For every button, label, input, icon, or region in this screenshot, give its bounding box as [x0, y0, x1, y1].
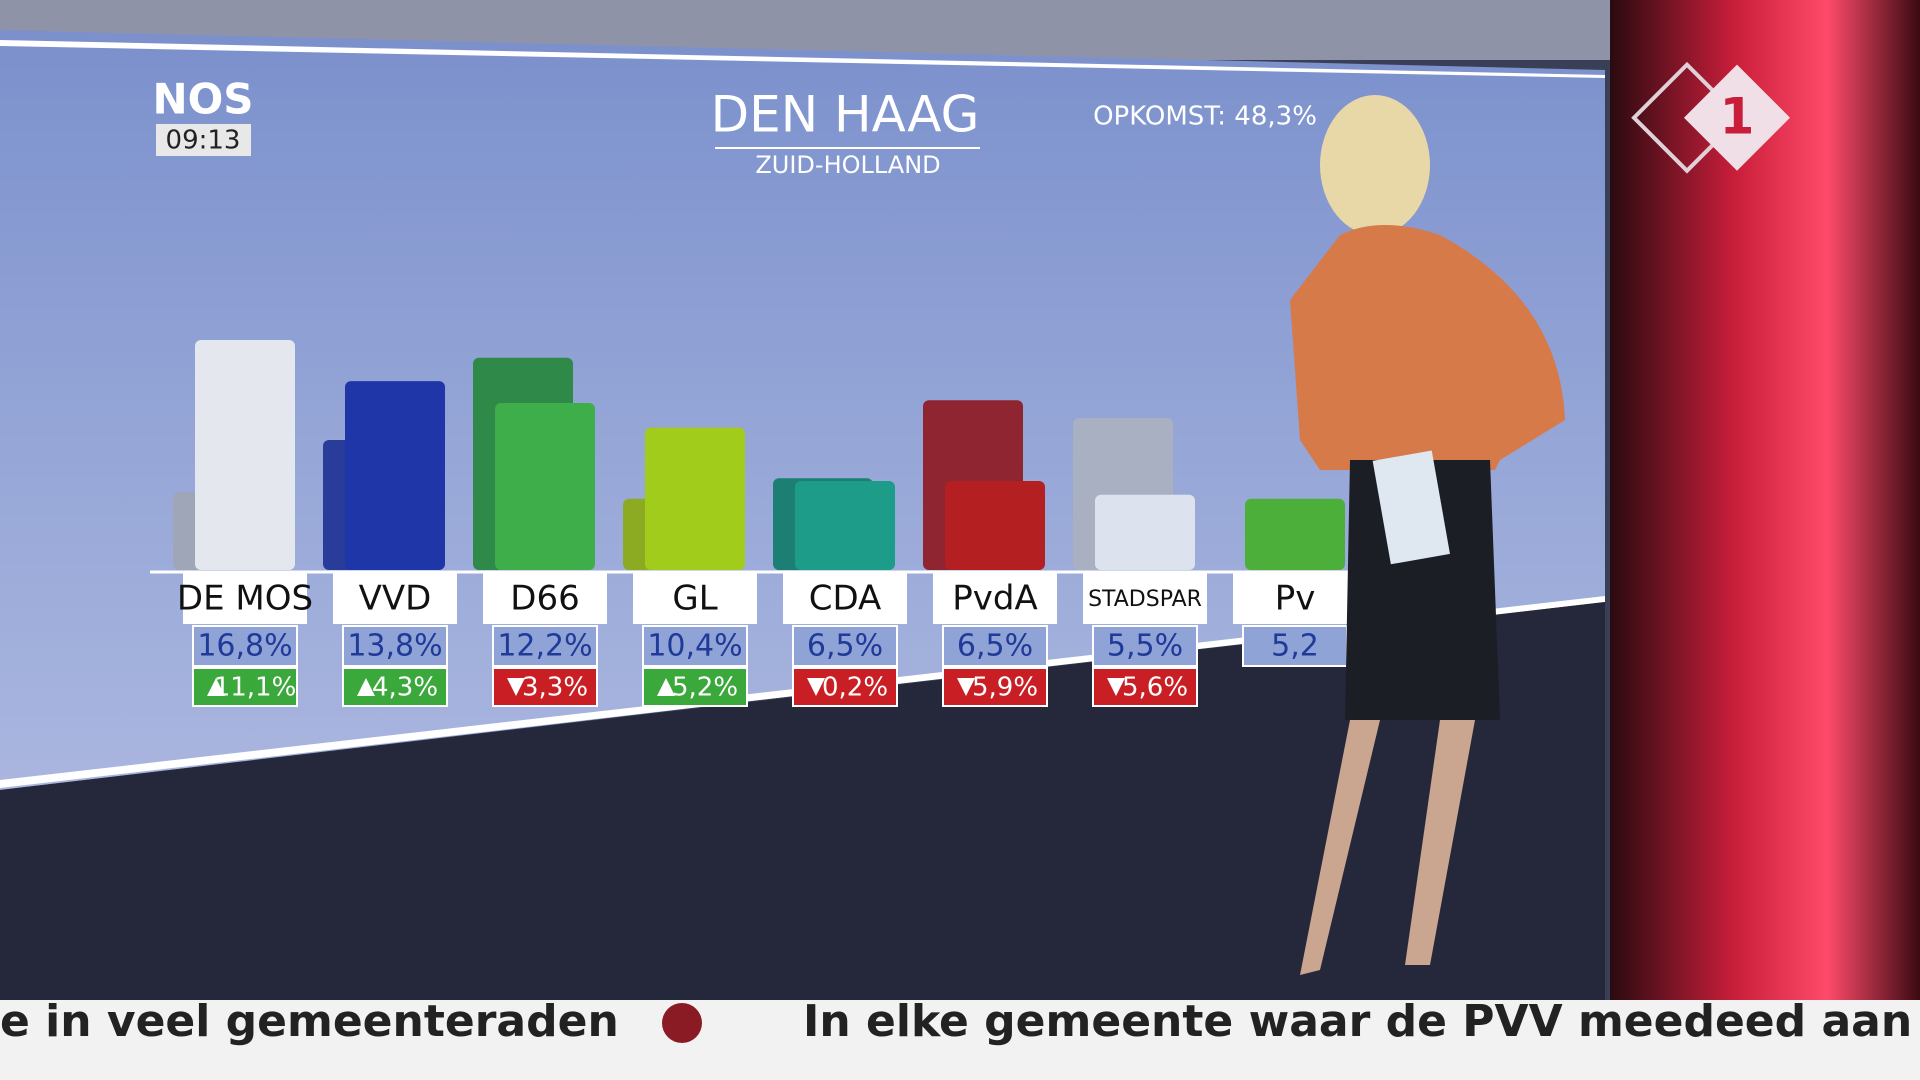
change-label: 0,2% [822, 673, 888, 703]
name-box [183, 572, 307, 624]
chart-title: DEN HAAG [711, 86, 980, 144]
change-box [342, 667, 448, 707]
change-box [1092, 667, 1198, 707]
bar [645, 427, 745, 570]
change-arrow [207, 678, 225, 696]
channel-logo-badge [1683, 64, 1791, 171]
value-label: 13,8% [347, 629, 442, 664]
annotation: OPKOMST: 48,3% [1093, 102, 1317, 132]
value-box [492, 625, 598, 667]
change-label: 4,3% [372, 673, 438, 703]
value-box [192, 625, 298, 667]
category-label: DE MOS [177, 579, 313, 619]
category-label: STADSPAR [1088, 587, 1202, 612]
value-box [1242, 625, 1348, 667]
category-label: VVD [359, 579, 432, 619]
bar [345, 381, 445, 570]
ticker-text: In elke gemeente waar de PVV meedeed aan… [803, 996, 1920, 1047]
change-arrow [1107, 678, 1125, 696]
change-arrow [957, 678, 975, 696]
change-box [942, 667, 1048, 707]
bar [945, 481, 1045, 570]
value-box [1092, 625, 1198, 667]
chart-subtitle: ZUID-HOLLAND [755, 151, 940, 179]
change-label: 11,1% [214, 673, 297, 703]
bar [795, 481, 895, 570]
bar-group: DE MOS 16,8% 11,1% VVD 13,8% 4,3% D66 12,2% 3,3%… [173, 340, 1357, 707]
name-box [1083, 572, 1207, 624]
change-box [192, 667, 298, 707]
change-label: 3,3% [522, 673, 588, 703]
name-box [483, 572, 607, 624]
change-box [792, 667, 898, 707]
change-arrow [507, 678, 525, 696]
ticker-text: e in veel gemeenteraden [0, 996, 619, 1047]
category-label: PvdA [952, 579, 1037, 619]
change-label: 5,6% [1122, 673, 1188, 703]
value-label: 5,2 [1271, 629, 1319, 664]
value-box [792, 625, 898, 667]
clock-box [156, 124, 251, 156]
change-box [492, 667, 598, 707]
floor [0, 602, 1605, 1000]
presenter [1290, 95, 1565, 975]
value-box [642, 625, 748, 667]
clock: 09:13 [166, 126, 241, 156]
value-label: 5,5% [1107, 629, 1183, 664]
name-box [333, 572, 457, 624]
value-label: 6,5% [807, 629, 883, 664]
name-box [933, 572, 1057, 624]
ticker-bar [0, 1000, 1920, 1080]
name-box [633, 572, 757, 624]
category-label: D66 [510, 579, 579, 619]
change-arrow [657, 678, 675, 696]
bar [495, 402, 595, 570]
value-box [942, 625, 1048, 667]
name-box [783, 572, 907, 624]
change-label: 5,9% [972, 673, 1038, 703]
bar [1095, 494, 1195, 570]
logo: NOS [152, 75, 253, 124]
category-label: Pv [1275, 579, 1316, 619]
red-panel [1610, 0, 1920, 1000]
change-arrow [807, 678, 825, 696]
value-label: 12,2% [497, 629, 592, 664]
value-label: 10,4% [647, 629, 742, 664]
value-box [342, 625, 448, 667]
category-label: CDA [809, 579, 882, 619]
change-box [642, 667, 748, 707]
channel-logo: 1 [1720, 88, 1755, 146]
bar [1245, 498, 1345, 570]
ticker-separator [662, 1003, 702, 1043]
wall-edge [0, 40, 1605, 78]
value-label: 6,5% [957, 629, 1033, 664]
category-label: GL [672, 579, 717, 619]
value-label: 16,8% [197, 629, 292, 664]
change-label: 5,2% [672, 673, 738, 703]
name-box [1233, 572, 1357, 624]
change-arrow [357, 678, 375, 696]
bar [195, 340, 295, 570]
